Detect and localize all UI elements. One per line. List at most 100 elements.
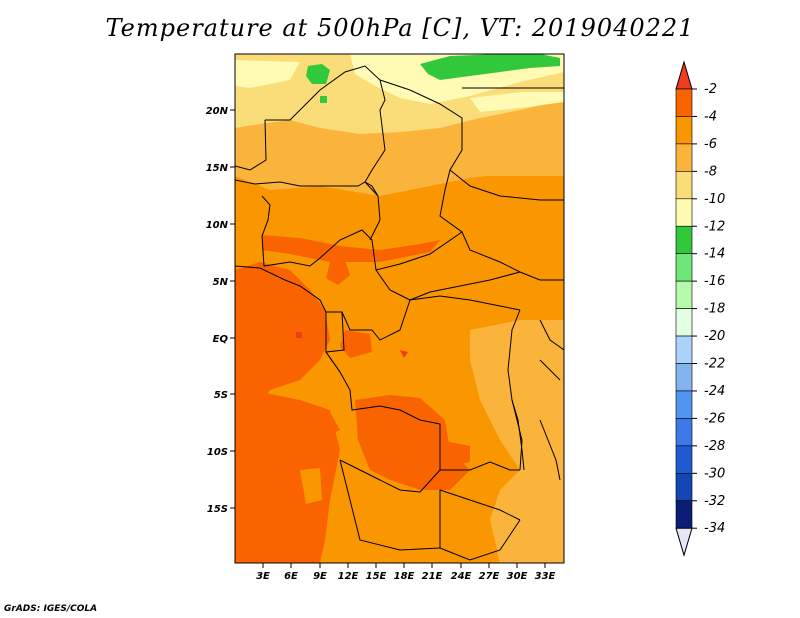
border-chad-sudan	[439, 189, 564, 281]
border-nigeria-cam	[261, 195, 321, 267]
lat-label: 5S	[214, 390, 228, 401]
lon-labels: 3E 6E 9E 12E 15E 18E 21E 24E 27E 30E 33E	[256, 571, 555, 582]
border-libya-west	[265, 65, 386, 121]
colorbar-swatch	[675, 88, 693, 117]
colorbar-label: -18	[704, 302, 725, 317]
colorbar-swatch	[675, 363, 693, 392]
colorbar-label: -32	[704, 494, 725, 509]
colorbar-swatch	[675, 418, 693, 447]
colorbar-label: -24	[704, 384, 725, 399]
colorbar-swatch	[675, 198, 693, 227]
colorbar-label: -14	[704, 247, 725, 262]
field-cold-north-2	[470, 92, 564, 112]
border-angola-east	[419, 419, 441, 493]
lon-label: 24E	[451, 571, 472, 582]
field-c4-strip-2	[326, 260, 350, 285]
border-gabon	[325, 311, 345, 353]
border-zambia-south	[439, 489, 521, 521]
lat-label: 10N	[206, 220, 229, 231]
colorbar: -2 -4 -6 -8 -10 -12 -14 -16 -18 -20 -22 -24 -26 -28 -3…	[675, 60, 725, 557]
colorbar-swatch	[675, 335, 693, 364]
field-c2-dot-1	[296, 332, 302, 338]
coast-west	[235, 265, 341, 373]
lat-label: 15N	[206, 163, 229, 174]
lon-label: 33E	[535, 571, 556, 582]
border-niger-nigeria	[235, 179, 366, 187]
colorbar-label: -12	[704, 219, 725, 234]
colorbar-swatch	[675, 390, 693, 419]
border-angola-south	[339, 459, 421, 493]
colorbar-swatch	[675, 225, 693, 255]
border-zambia	[440, 461, 520, 471]
lat-axis	[230, 109, 235, 509]
lon-label: 9E	[313, 571, 327, 582]
colorbar-swatch	[675, 143, 693, 172]
border-east-3	[539, 419, 561, 481]
colorbar-label: -28	[704, 439, 725, 454]
colorbar-swatch	[675, 253, 693, 282]
field-c4-blob-1	[282, 405, 340, 440]
colorbar-label: -2	[704, 82, 717, 97]
field-cold-west	[235, 60, 300, 88]
field-c2-dot-2	[400, 350, 408, 358]
field-c6-pocket	[300, 468, 322, 504]
colorbar-label: -16	[704, 274, 725, 289]
border-car-south	[409, 271, 521, 301]
colorbar-swatch	[675, 116, 693, 145]
border-east	[539, 319, 564, 351]
lon-label: 30E	[507, 571, 528, 582]
border-congo	[341, 299, 411, 341]
colorbar-swatch	[675, 500, 693, 529]
lon-label: 18E	[394, 571, 415, 582]
lat-label: 5N	[213, 277, 229, 288]
temperature-field	[235, 54, 564, 563]
colorbar-label: -34	[704, 521, 725, 536]
field-green-3	[320, 96, 327, 103]
colorbar-label: -6	[704, 137, 717, 152]
colorbar-label: -22	[704, 357, 725, 372]
map-frame	[234, 53, 565, 564]
lat-label: 15S	[207, 504, 228, 515]
lon-label: 6E	[284, 571, 298, 582]
border-car	[375, 231, 463, 271]
border-drc-north	[409, 295, 521, 311]
colorbar-top-triangle	[675, 60, 693, 90]
lat-label: 20N	[206, 106, 229, 117]
field-c4-west-coast	[235, 262, 330, 500]
lat-label: EQ	[213, 334, 229, 345]
colorbar-label: -30	[704, 466, 725, 481]
border-lake	[511, 399, 525, 471]
field-c4-strip-1	[262, 235, 440, 262]
field-c8-east	[470, 320, 564, 470]
lat-label: 10S	[207, 447, 228, 458]
border-cam	[319, 229, 411, 301]
field-band-north-edge	[235, 150, 564, 196]
border-sudan-ss	[449, 169, 564, 201]
lon-axis	[262, 563, 546, 568]
lon-label: 3E	[256, 571, 270, 582]
border-namibia	[339, 459, 441, 551]
colorbar-swatch	[675, 280, 693, 309]
border-west-1	[235, 119, 267, 171]
colorbar-label: -8	[704, 164, 717, 179]
map-title: Temperature at 500hPa [C], VT: 201904022…	[105, 14, 695, 42]
colorbar-label: -20	[704, 329, 725, 344]
colorbar-label: -26	[704, 411, 725, 426]
lon-label: 27E	[479, 571, 500, 582]
country-borders	[235, 65, 564, 561]
field-c4-blob-3	[340, 330, 372, 358]
field-c4-blob-2	[436, 440, 470, 466]
coast-nile	[364, 181, 379, 197]
colorbar-swatch	[675, 308, 693, 337]
lon-label: 15E	[366, 571, 387, 582]
lat-labels: 20N 15N 10N 5N EQ 5S 10S 15S	[206, 106, 229, 515]
lon-label: 21E	[422, 571, 443, 582]
field-green-2	[420, 54, 560, 80]
colorbar-swatch	[675, 171, 693, 200]
border-east-2	[539, 359, 561, 381]
border-botswana	[439, 490, 521, 561]
colorbar-swatch	[675, 472, 693, 502]
colorbar-label: -10	[704, 192, 725, 207]
lon-label: 12E	[338, 571, 359, 582]
colorbar-bottom-triangle	[675, 527, 693, 557]
